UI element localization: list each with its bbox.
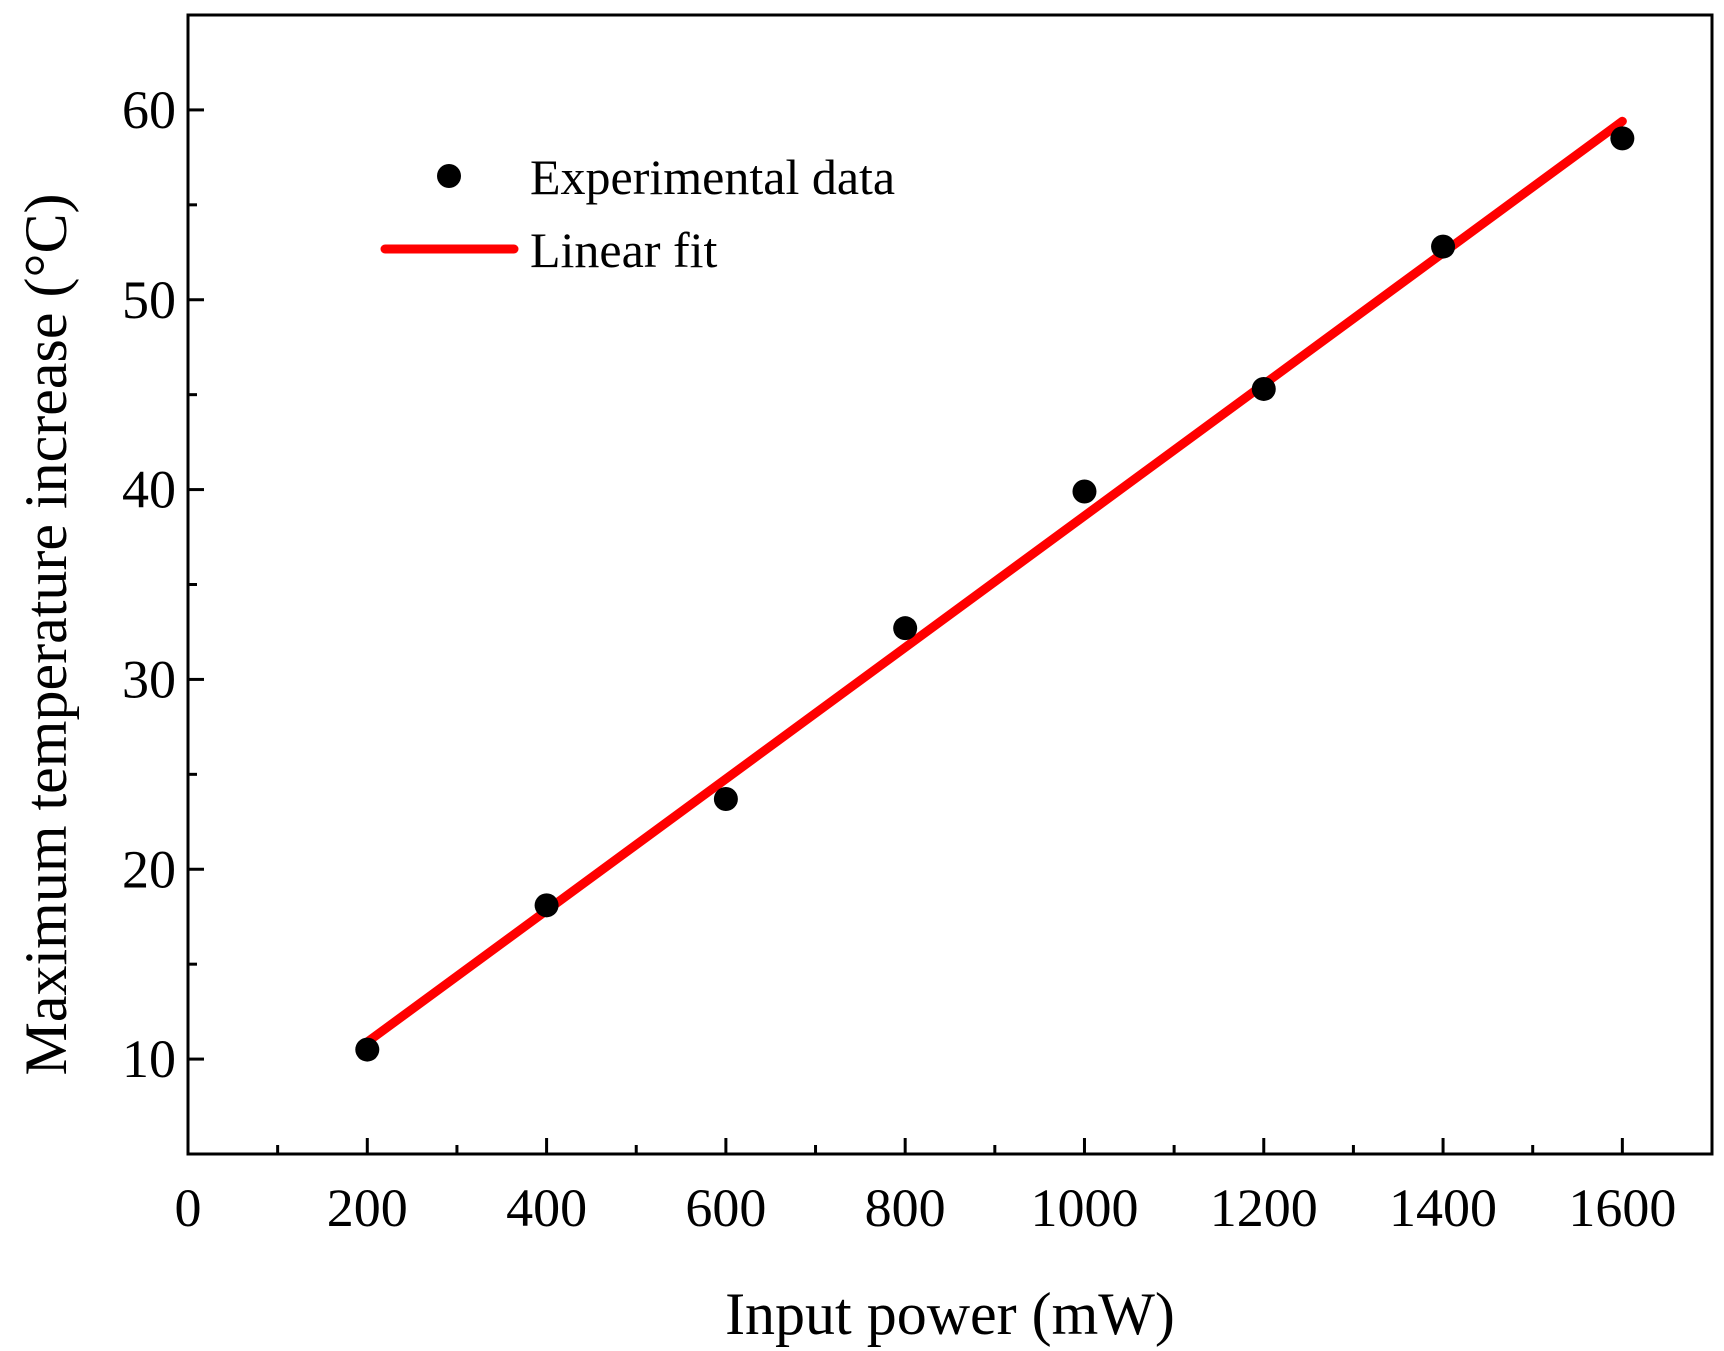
x-tick-label: 0 <box>175 1178 202 1238</box>
y-tick-label: 50 <box>122 270 176 330</box>
legend-label-experimental: Experimental data <box>530 149 895 205</box>
linear-fit-line <box>362 116 1627 1047</box>
x-tick-label: 1600 <box>1568 1178 1676 1238</box>
x-axis-title: Input power (mW) <box>725 1281 1175 1347</box>
data-point <box>713 787 738 812</box>
data-point <box>1251 376 1276 401</box>
y-tick-label: 40 <box>122 460 176 520</box>
x-tick-label: 400 <box>506 1178 587 1238</box>
x-tick-labels: 0 200 400 600 800 1000 1200 1400 1600 <box>175 1178 1677 1238</box>
data-point <box>1072 479 1097 504</box>
data-points-layer <box>355 126 1635 1062</box>
x-tick-label: 1200 <box>1210 1178 1318 1238</box>
y-tick-label: 60 <box>122 80 176 140</box>
y-axis-title: Maximum temperature increase (°C) <box>13 194 79 1076</box>
y-tick-label: 10 <box>122 1029 176 1089</box>
data-point <box>1610 126 1635 151</box>
legend: Experimental data Linear fit <box>380 149 895 278</box>
data-point <box>1431 234 1456 259</box>
legend-marker-experimental <box>437 164 461 188</box>
x-tick-label: 1400 <box>1389 1178 1497 1238</box>
data-point <box>534 893 559 918</box>
plot-frame <box>186 13 1714 1156</box>
fit-line-layer <box>362 116 1627 1047</box>
x-tick-label: 600 <box>685 1178 766 1238</box>
data-point <box>893 616 918 641</box>
y-tick-labels: 10 20 30 40 50 60 <box>122 80 176 1089</box>
y-tick-label: 30 <box>122 649 176 709</box>
data-point <box>355 1037 380 1062</box>
x-tick-label: 200 <box>327 1178 408 1238</box>
legend-label-linear-fit: Linear fit <box>530 222 718 278</box>
x-tick-label: 1000 <box>1030 1178 1138 1238</box>
y-tick-label: 20 <box>122 839 176 899</box>
x-tick-label: 800 <box>865 1178 946 1238</box>
